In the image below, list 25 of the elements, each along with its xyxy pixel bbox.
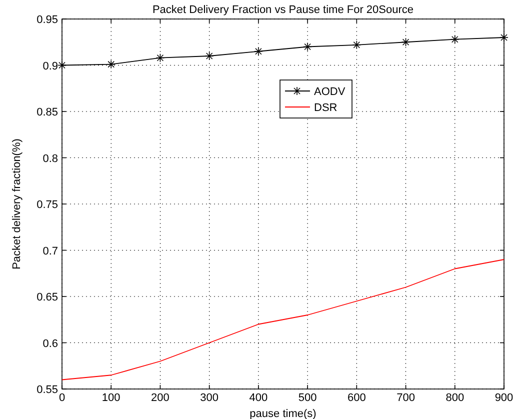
x-tick-label: 200 [151,392,170,404]
y-axis-title: Packet delivery fraction(%) [11,138,23,270]
x-tick-label: 500 [298,392,317,404]
y-tick-label: 0.7 [42,245,58,258]
x-tick-label: 400 [249,392,268,404]
legend-label: AODV [314,86,346,98]
line-series [62,259,504,380]
y-tick-label: 0.65 [36,292,58,304]
y-tick-label: 0.75 [36,199,58,211]
x-tick-label: 300 [200,392,219,404]
y-tick-label: 0.9 [42,60,58,72]
y-tick-label: 0.8 [42,152,58,165]
x-tick-label: 800 [446,392,464,404]
x-axis-title: pause time(s) [250,408,316,419]
x-tick-label: 600 [347,392,366,404]
chart-title: Packet Delivery Fraction vs Pause time For 20Source [152,4,414,16]
x-tick-label: 100 [102,392,120,404]
x-tick-label: 0 [58,392,66,404]
legend-label: DSR [314,102,338,114]
y-tick-label: 0.6 [42,338,58,350]
y-tick-label: 0.85 [36,106,58,118]
x-tick-label: 700 [396,392,415,404]
y-tick-label: 0.55 [36,384,58,396]
x-tick-label: 900 [494,392,514,404]
y-tick-label: 0.95 [36,14,58,26]
